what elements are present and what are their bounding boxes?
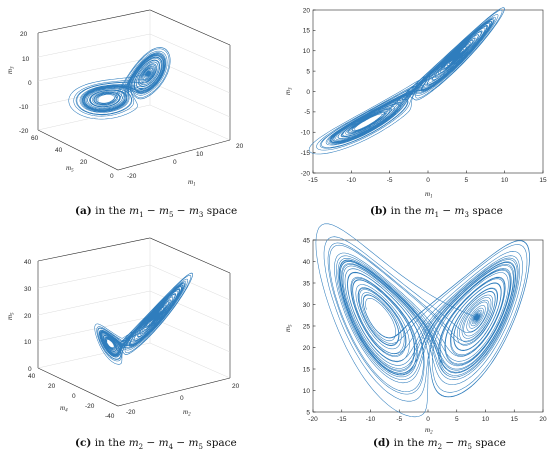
x-tick: 5 [455, 416, 459, 423]
y-tick: 40 [303, 259, 311, 266]
svg-text:m3: m3 [284, 87, 294, 95]
y-axis-label: m5 [284, 324, 294, 332]
z-tick: 0 [28, 366, 32, 373]
y-axis-label: m3 [284, 87, 294, 95]
y-tick: 40 [55, 147, 63, 154]
x-tick: -20 [126, 409, 136, 416]
x-tick: -15 [308, 177, 318, 184]
trajectory-path [68, 47, 171, 120]
x-axis-label: m1 [188, 178, 196, 188]
y-tick: 30 [303, 302, 311, 309]
x-axis-label: m2 [425, 426, 433, 436]
z-tick: 10 [22, 56, 30, 63]
panel-d: -20 -15 -10 -5 0 5 10 15 20 5 10 15 20 25 30 35 40 45 m5 … [275, 223, 550, 457]
y-tick: 15 [303, 366, 311, 373]
x-tick: 20 [232, 383, 240, 390]
trajectory-b [308, 7, 505, 155]
trajectory-c [94, 272, 193, 365]
y-tick: 20 [303, 345, 311, 352]
x-tick: -5 [396, 416, 402, 423]
y-tick: -15 [301, 150, 311, 157]
x-tick: 20 [236, 143, 244, 150]
z-tick: 20 [24, 313, 32, 320]
x-tick: -15 [337, 416, 347, 423]
y-tick: 15 [303, 28, 311, 35]
y-tick: 0 [306, 89, 310, 96]
svg-text:m5: m5 [6, 312, 16, 320]
x-tick: 0 [180, 395, 184, 402]
y-tick: 25 [303, 323, 311, 330]
x-tick: 10 [196, 151, 204, 158]
x-tick: -20 [308, 416, 318, 423]
trajectory-d [315, 223, 530, 418]
caption-c: (c) in the m2 − m4 − m5 space [75, 437, 237, 452]
y-tick: 60 [31, 135, 39, 142]
y-tick: 0 [110, 173, 114, 180]
z-axis-label: m3 [6, 66, 16, 74]
box-a [37, 9, 231, 171]
z-tick: -10 [19, 104, 29, 111]
box-c [37, 237, 231, 407]
y-tick: -20 [301, 170, 311, 177]
z-tick: 40 [24, 259, 32, 266]
svg-text:m3: m3 [6, 66, 16, 74]
x-tick: -5 [387, 177, 393, 184]
y-tick: -5 [304, 109, 310, 116]
y-tick: 20 [303, 7, 311, 14]
x-tick: 15 [539, 177, 547, 184]
y-tick: 10 [303, 48, 311, 55]
x-tick: 0 [426, 177, 430, 184]
trajectory-path [94, 272, 193, 365]
z-tick: 30 [24, 286, 32, 293]
y-tick: 40 [28, 373, 36, 380]
y-tick: 45 [303, 237, 311, 244]
z-axis-label: m5 [6, 312, 16, 320]
x-tick: 10 [501, 177, 509, 184]
x-tick: -10 [347, 177, 357, 184]
x-axis-label: m1 [425, 190, 433, 200]
caption-a: (a) in the m1 − m5 − m3 space [75, 205, 238, 220]
svg-text:m5: m5 [284, 324, 294, 332]
x-tick: 10 [482, 416, 490, 423]
z-tick: 10 [24, 339, 32, 346]
trajectory-path [315, 223, 530, 418]
y-tick: 0 [72, 393, 76, 400]
panel-b: -15 -10 -5 0 5 10 15 -20 -15 -10 -5 0 5 10 15 20 m3 m1 … [275, 0, 550, 228]
x-tick: 5 [465, 177, 469, 184]
panel-c: 40 30 20 10 0 40 20 0 -20 -40 -20 0 20 m… [0, 228, 275, 457]
y-tick: 5 [306, 409, 310, 416]
y-tick: 35 [303, 280, 311, 287]
z-tick: 20 [20, 31, 28, 38]
x-tick: -20 [127, 173, 137, 180]
y-tick: 5 [306, 68, 310, 75]
y-tick: 20 [80, 159, 88, 166]
y-tick: -40 [105, 413, 115, 420]
y-axis-label: m5 [66, 164, 74, 174]
plot-c-3d: 40 30 20 10 0 40 20 0 -20 -40 -20 0 20 m… [6, 237, 240, 420]
y-tick: 20 [48, 383, 56, 390]
y-tick: 10 [303, 388, 311, 395]
x-axis-label: m2 [183, 408, 191, 418]
x-tick: 0 [173, 159, 177, 166]
y-tick: -10 [301, 130, 311, 137]
plot-a-3d: 20 10 0 -10 -20 60 40 20 0 -20 0 10 20 m… [6, 9, 244, 188]
y-axis-label: m4 [60, 404, 68, 414]
panel-a: 20 10 0 -10 -20 60 40 20 0 -20 0 10 20 m… [0, 0, 275, 228]
caption-b: (b) in the m1 − m3 space [370, 205, 503, 220]
trajectory-a [68, 47, 171, 120]
z-tick: -20 [19, 128, 29, 135]
trajectory-path [308, 7, 505, 155]
x-tick: 15 [511, 416, 519, 423]
x-tick: 20 [539, 416, 547, 423]
z-tick: 0 [28, 80, 32, 87]
caption-d: (d) in the m2 − m5 space [373, 437, 506, 452]
y-tick: -20 [85, 403, 95, 410]
x-tick: 0 [426, 416, 430, 423]
x-tick: -10 [366, 416, 376, 423]
